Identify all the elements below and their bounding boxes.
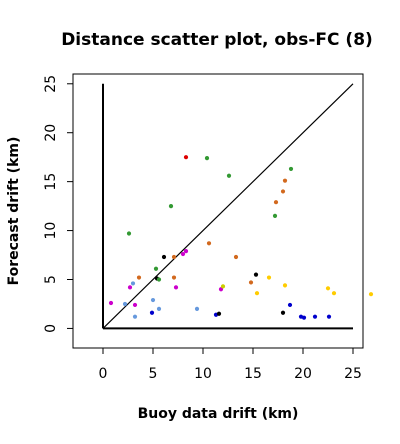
- data-point: [220, 284, 226, 289]
- data-point: [233, 254, 239, 260]
- data-point: [183, 249, 189, 254]
- data-point: [287, 302, 293, 308]
- y-axis-label: Forecast drift (km): [6, 137, 22, 286]
- data-point: [161, 254, 167, 260]
- x-tick-label: 10: [194, 366, 212, 382]
- data-point: [218, 287, 224, 292]
- data-point: [226, 173, 232, 178]
- data-point: [136, 275, 142, 280]
- y-tick-label: 25: [43, 75, 59, 93]
- y-tick-label: 5: [43, 275, 59, 284]
- data-point: [194, 306, 200, 311]
- data-point: [153, 266, 159, 271]
- plot-frame: [72, 73, 364, 349]
- x-axis-ticks: 0 5 10 15 20 25: [99, 348, 362, 382]
- y-axis-ticks: 0 5 10 15 20 25: [43, 75, 73, 333]
- data-point: [326, 314, 332, 319]
- data-point: [122, 301, 128, 307]
- data-point: [282, 283, 288, 288]
- y-tick-label: 20: [43, 124, 59, 142]
- data-point: [150, 297, 156, 303]
- data-point: [301, 315, 307, 320]
- x-axis-label: Buoy data drift (km): [138, 406, 299, 422]
- data-point: [312, 314, 318, 319]
- data-point: [156, 306, 162, 311]
- data-point: [216, 311, 222, 316]
- x-tick-label: 25: [344, 366, 362, 382]
- data-point: [325, 286, 331, 291]
- data-point: [282, 178, 288, 183]
- axes-lines: [102, 83, 353, 330]
- data-point: [156, 277, 162, 282]
- x-tick-label: 5: [149, 366, 158, 382]
- data-point: [180, 251, 186, 257]
- y-tick-label: 15: [43, 173, 59, 191]
- chart-title: Distance scatter plot, obs-FC (8): [61, 30, 373, 50]
- x-tick-label: 0: [99, 366, 108, 382]
- x-tick-label: 20: [294, 366, 312, 382]
- data-point: [204, 156, 210, 161]
- data-point: [248, 280, 254, 285]
- data-point: [130, 281, 136, 286]
- data-point: [171, 275, 177, 280]
- data-point: [171, 254, 177, 260]
- data-point: [280, 189, 286, 194]
- data-point: [108, 300, 114, 306]
- data-point: [288, 166, 294, 172]
- data-point: [127, 285, 133, 290]
- data-point: [368, 292, 374, 297]
- data-point: [253, 272, 259, 277]
- data-point: [254, 291, 260, 296]
- data-point: [331, 291, 337, 296]
- data-point: [273, 200, 279, 205]
- data-point: [272, 213, 278, 218]
- data-point: [132, 302, 138, 308]
- data-point: [206, 241, 212, 246]
- data-points: [108, 155, 374, 320]
- data-point: [132, 314, 138, 319]
- x-tick-label: 15: [244, 366, 262, 382]
- data-point: [126, 231, 132, 236]
- data-point: [183, 155, 189, 160]
- reference-line-y-equals-x: [102, 83, 354, 329]
- data-point: [280, 310, 286, 315]
- data-point: [149, 310, 155, 315]
- y-tick-label: 0: [43, 324, 59, 333]
- data-point: [173, 285, 179, 290]
- y-tick-label: 10: [43, 222, 59, 240]
- data-point: [266, 275, 272, 280]
- data-point: [168, 204, 174, 209]
